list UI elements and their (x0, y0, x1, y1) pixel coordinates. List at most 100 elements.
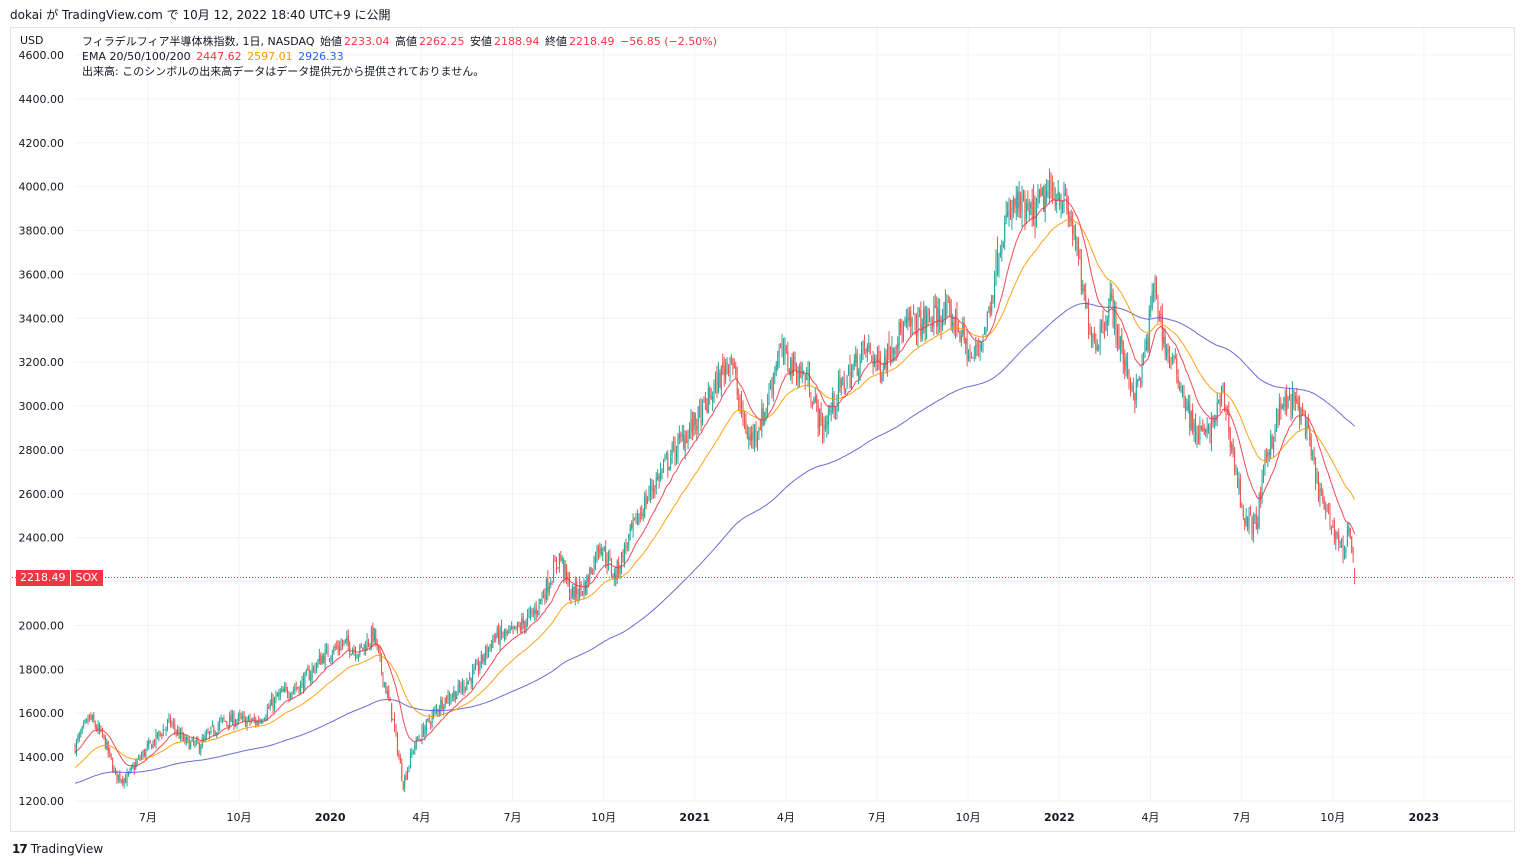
candle-body (472, 669, 474, 684)
y-tick-label: 3200.00 (19, 356, 65, 369)
candle-body (670, 457, 672, 466)
candle-body (1138, 378, 1140, 381)
x-tick-label: 10月 (227, 811, 252, 824)
candle-body (1218, 400, 1220, 402)
candle-body (130, 766, 132, 769)
candle-body (832, 393, 834, 412)
candle-body (790, 357, 792, 377)
candle-body (490, 642, 492, 648)
candle-body (820, 408, 822, 422)
tradingview-brand[interactable]: 17 TradingView (12, 842, 103, 856)
candle-body (577, 595, 579, 597)
candle-body (148, 741, 150, 747)
x-tick-label: 10月 (591, 811, 616, 824)
candle-body (438, 709, 440, 713)
candle-body (482, 654, 484, 662)
candle-body (177, 729, 179, 732)
legend-open-label: 始値 (320, 35, 343, 48)
candle-body (180, 731, 182, 738)
candle-body (1177, 377, 1179, 384)
candle-body (807, 369, 809, 381)
candle-body (331, 654, 333, 659)
candle-body (837, 380, 839, 401)
candle-body (483, 658, 485, 662)
candle-body (1205, 429, 1207, 432)
candle-body (1086, 306, 1088, 309)
x-tick-label: 10月 (956, 811, 981, 824)
candle-body (690, 419, 692, 432)
candle-body (918, 311, 920, 312)
candle-body (1244, 518, 1246, 524)
candle-body (908, 312, 910, 321)
candle-body (1115, 309, 1117, 341)
candle-body (165, 727, 167, 731)
candle-body (953, 320, 955, 328)
y-tick-label: 3600.00 (19, 268, 65, 281)
candle-body (1044, 194, 1046, 214)
candle-body (96, 727, 98, 731)
candle-body (969, 349, 971, 358)
candle-body (694, 412, 696, 426)
candle-body (486, 646, 488, 655)
candle-body (1320, 487, 1322, 492)
candle-body (1047, 192, 1049, 195)
candle-body (1073, 231, 1075, 233)
candle-body (470, 677, 472, 684)
candle-body (1273, 442, 1275, 450)
candle-body (366, 639, 368, 651)
candle-body (90, 714, 92, 719)
candle-body (538, 598, 540, 609)
candle-body (794, 356, 796, 369)
x-tick-label: 2023 (1409, 811, 1440, 824)
candle-body (1053, 194, 1055, 196)
candle-body (865, 348, 867, 352)
candle-body (252, 718, 254, 721)
candle-body (360, 645, 362, 647)
candle-body (1147, 338, 1149, 351)
legend-ema-label: EMA 20/50/100/200 (82, 50, 191, 63)
candle-body (671, 444, 673, 457)
candle-body (904, 320, 906, 325)
candle-body (190, 741, 192, 749)
candle-body (281, 689, 283, 692)
candle-body (781, 343, 783, 350)
candle-body (589, 568, 591, 582)
candle-body (492, 638, 494, 649)
candle-body (963, 325, 965, 342)
candle-body (110, 753, 112, 759)
candle-body (1017, 191, 1019, 212)
candle-body (1135, 381, 1137, 401)
x-tick-label: 4月 (412, 811, 430, 824)
current-price-value: 2218.49 (16, 569, 70, 586)
candle-body (255, 719, 257, 725)
candle-body (1341, 539, 1343, 542)
candle-body (287, 689, 289, 696)
candle-body (104, 735, 106, 749)
candle-body (446, 695, 448, 703)
candle-body (885, 357, 887, 369)
candle-body (636, 511, 638, 525)
chart-frame (10, 27, 1515, 832)
current-price-symbol: SOX (70, 569, 103, 586)
candle-body (349, 643, 351, 654)
candle-body (892, 347, 894, 354)
candle-body (889, 354, 891, 361)
candle-body (1189, 404, 1191, 428)
candle-body (373, 628, 375, 642)
candle-body (219, 720, 221, 726)
candle-body (674, 446, 676, 460)
candle-body (824, 423, 826, 431)
candle-body (425, 719, 427, 731)
candle-body (1267, 452, 1269, 458)
candle-body (1333, 524, 1335, 539)
candle-body (610, 560, 612, 574)
candle-body (1183, 389, 1185, 401)
candle-body (1125, 357, 1127, 369)
candle-body (401, 762, 403, 781)
candle-body (542, 594, 544, 597)
candle-body (164, 729, 166, 731)
candle-body (658, 474, 660, 482)
candle-body (869, 343, 871, 353)
candle-body (1102, 317, 1104, 328)
